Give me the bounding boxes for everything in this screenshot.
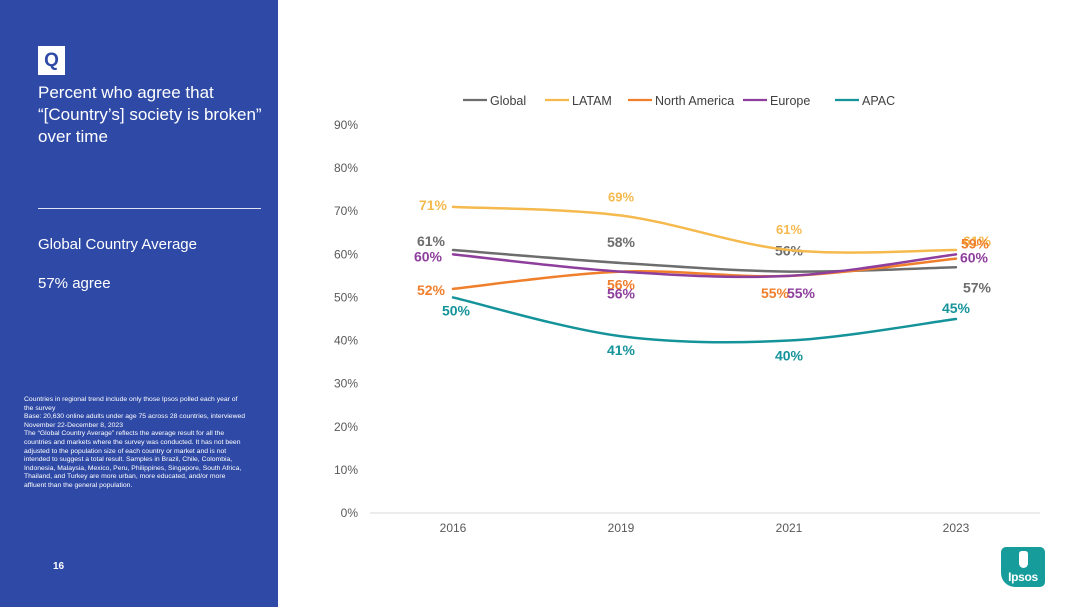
- footnote-scope: Countries in regional trend include only…: [24, 396, 238, 412]
- y-tick-label: 60%: [334, 247, 358, 261]
- series-line-europe: [451, 253, 958, 279]
- y-tick-label: 50%: [334, 290, 358, 304]
- agree-stat: 57% agree: [38, 275, 111, 292]
- logo-mark-icon: [1019, 551, 1028, 568]
- line-chart: 0% 10% 20% 30% 40% 50% 60% 70% 80% 90% 2016 2019 202…: [334, 94, 1040, 535]
- ipsos-logo: Ipsos: [1001, 547, 1045, 587]
- footnotes: Countries in regional trend include only…: [24, 396, 246, 491]
- x-tick-label: 2023: [943, 521, 970, 535]
- subtitle: Global Country Average: [38, 236, 197, 253]
- page-number: 16: [53, 561, 65, 572]
- data-label-north-america: 59%: [961, 236, 990, 252]
- data-label-apac: 50%: [442, 302, 471, 318]
- legend-label-north-america: North America: [655, 94, 734, 108]
- data-label-latam: 61%: [963, 233, 992, 249]
- y-tick-label: 10%: [334, 463, 358, 477]
- series-line-apac: [451, 296, 958, 344]
- x-tick-label: 2019: [608, 521, 635, 535]
- legend-label-apac: APAC: [862, 94, 895, 108]
- data-label-north-america: 56%: [607, 277, 636, 293]
- data-label-apac: 41%: [607, 342, 636, 358]
- question-badge: Q: [38, 46, 65, 75]
- y-tick-label: 30%: [334, 377, 358, 391]
- data-label-europe: 55%: [787, 285, 816, 301]
- series-line-north-america: [451, 257, 958, 291]
- footnote-base: Base: 20,630 online adults under age 75 …: [24, 413, 246, 429]
- data-label-latam: 69%: [608, 190, 634, 205]
- series-line-global: [451, 248, 958, 273]
- data-label-europe: 60%: [960, 249, 989, 265]
- y-tick-label: 70%: [334, 204, 358, 218]
- y-tick-label: 90%: [334, 118, 358, 132]
- series-line-latam: [451, 205, 958, 254]
- data-label-europe: 60%: [414, 248, 443, 264]
- logo-text: Ipsos: [1008, 570, 1038, 584]
- data-label-latam: 71%: [419, 197, 448, 213]
- x-tick-label: 2016: [440, 521, 467, 535]
- y-tick-label: 20%: [334, 420, 358, 434]
- legend-label-latam: LATAM: [572, 94, 612, 108]
- y-tick-label: 40%: [334, 334, 358, 348]
- sidebar-panel: Q Percent who agree that “[Country’s] so…: [0, 0, 278, 607]
- data-label-europe: 56%: [607, 286, 636, 302]
- data-label-latam: 61%: [776, 222, 802, 237]
- data-label-apac: 40%: [775, 348, 804, 364]
- data-label-apac: 45%: [942, 300, 971, 316]
- data-label-north-america: 52%: [417, 282, 446, 298]
- data-label-global: 57%: [963, 279, 992, 295]
- divider: [38, 208, 261, 209]
- question-title: Percent who agree that “[Country’s] soci…: [38, 83, 262, 146]
- y-tick-label: 80%: [334, 161, 358, 175]
- legend-label-global: Global: [490, 94, 526, 108]
- footnote-methodology: The “Global Country Average” reflects th…: [24, 430, 242, 489]
- legend-label-europe: Europe: [770, 94, 810, 108]
- x-tick-label: 2021: [776, 521, 803, 535]
- data-label-global: 58%: [607, 234, 636, 250]
- y-tick-label: 0%: [341, 506, 359, 520]
- data-label-global: 61%: [417, 233, 446, 249]
- data-label-north-america: 55%: [761, 285, 790, 301]
